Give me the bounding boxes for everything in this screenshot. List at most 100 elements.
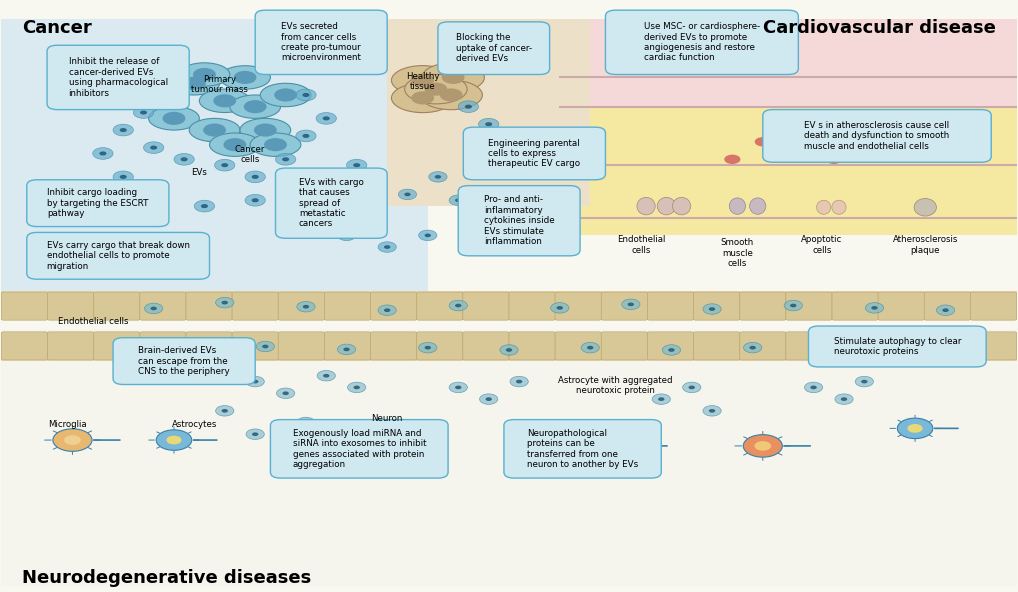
Circle shape	[688, 385, 695, 390]
Circle shape	[193, 68, 216, 81]
FancyBboxPatch shape	[924, 292, 970, 320]
Circle shape	[754, 137, 771, 146]
Ellipse shape	[673, 197, 691, 215]
FancyBboxPatch shape	[416, 332, 463, 360]
Text: Engineering parental
cells to express
therapeutic EV cargo: Engineering parental cells to express th…	[489, 139, 580, 168]
Circle shape	[120, 175, 127, 179]
Circle shape	[551, 303, 569, 313]
Circle shape	[557, 306, 563, 310]
Circle shape	[144, 194, 164, 206]
FancyBboxPatch shape	[278, 292, 325, 320]
Circle shape	[93, 147, 113, 159]
Circle shape	[855, 377, 873, 387]
FancyBboxPatch shape	[786, 332, 832, 360]
Circle shape	[418, 230, 437, 240]
Circle shape	[835, 394, 853, 404]
Circle shape	[246, 377, 265, 387]
Circle shape	[64, 435, 80, 445]
Circle shape	[784, 300, 802, 311]
Circle shape	[318, 371, 335, 381]
Circle shape	[353, 385, 360, 390]
Circle shape	[468, 147, 489, 159]
Circle shape	[826, 155, 842, 164]
Ellipse shape	[189, 118, 240, 141]
Circle shape	[587, 433, 633, 459]
FancyBboxPatch shape	[232, 332, 278, 360]
Circle shape	[743, 435, 783, 457]
FancyBboxPatch shape	[438, 22, 550, 75]
Circle shape	[429, 172, 447, 182]
Circle shape	[790, 304, 796, 307]
FancyBboxPatch shape	[463, 127, 606, 180]
FancyBboxPatch shape	[387, 19, 590, 206]
Circle shape	[302, 421, 309, 424]
Circle shape	[702, 304, 721, 314]
Text: Cancer: Cancer	[21, 19, 92, 37]
Circle shape	[222, 409, 228, 413]
Circle shape	[144, 141, 164, 153]
Circle shape	[749, 346, 755, 349]
FancyBboxPatch shape	[47, 45, 189, 110]
Ellipse shape	[419, 81, 483, 110]
FancyBboxPatch shape	[325, 292, 371, 320]
Circle shape	[658, 397, 665, 401]
FancyBboxPatch shape	[647, 292, 693, 320]
Circle shape	[520, 230, 539, 240]
Circle shape	[343, 233, 350, 237]
FancyBboxPatch shape	[602, 332, 647, 360]
Circle shape	[478, 118, 499, 130]
Circle shape	[479, 394, 498, 404]
Text: Brain-derived EVs
can escape from the
CNS to the periphery: Brain-derived EVs can escape from the CN…	[138, 346, 230, 376]
Circle shape	[201, 204, 208, 208]
Ellipse shape	[637, 197, 656, 215]
Ellipse shape	[421, 63, 485, 92]
FancyBboxPatch shape	[555, 332, 602, 360]
Circle shape	[274, 88, 297, 102]
Circle shape	[785, 149, 801, 158]
Text: Use MSC- or cardiosphere-
derived EVs to promote
angiogenesis and restore
cardia: Use MSC- or cardiosphere- derived EVs to…	[643, 22, 760, 62]
Circle shape	[510, 377, 528, 387]
Circle shape	[224, 138, 246, 152]
Ellipse shape	[749, 198, 766, 214]
Circle shape	[282, 157, 289, 162]
Circle shape	[475, 245, 482, 249]
Circle shape	[663, 345, 681, 355]
Circle shape	[897, 418, 932, 439]
Circle shape	[297, 417, 316, 428]
Text: Stimulate autophagy to clear
neurotoxic proteins: Stimulate autophagy to clear neurotoxic …	[834, 337, 961, 356]
Circle shape	[222, 301, 228, 304]
Text: EVs with cargo
that causes
spread of
metastatic
cancers: EVs with cargo that causes spread of met…	[299, 178, 363, 229]
FancyBboxPatch shape	[1, 291, 1017, 320]
FancyBboxPatch shape	[740, 332, 786, 360]
FancyBboxPatch shape	[808, 326, 986, 367]
Text: Primary
tumour mass: Primary tumour mass	[191, 75, 248, 94]
Circle shape	[622, 299, 640, 310]
Circle shape	[724, 155, 740, 164]
Circle shape	[216, 297, 234, 308]
Circle shape	[100, 152, 107, 156]
Circle shape	[113, 171, 133, 183]
Circle shape	[263, 345, 269, 348]
Circle shape	[384, 308, 390, 312]
Circle shape	[276, 153, 296, 165]
Circle shape	[297, 301, 316, 312]
Text: Smooth
muscle
cells: Smooth muscle cells	[721, 238, 754, 268]
Text: Astrocytes: Astrocytes	[172, 420, 217, 429]
Circle shape	[458, 101, 478, 112]
FancyBboxPatch shape	[186, 292, 232, 320]
Circle shape	[906, 342, 924, 353]
Circle shape	[113, 124, 133, 136]
FancyBboxPatch shape	[1, 329, 1017, 586]
Circle shape	[337, 344, 355, 355]
Circle shape	[411, 74, 434, 87]
Circle shape	[907, 424, 922, 433]
Circle shape	[343, 348, 350, 351]
Circle shape	[251, 175, 259, 179]
FancyBboxPatch shape	[560, 107, 1017, 236]
Circle shape	[743, 342, 761, 353]
Text: Neuropathological
proteins can be
transferred from one
neuron to another by EVs: Neuropathological proteins can be transf…	[527, 429, 638, 469]
Text: EVs carry cargo that break down
endothelial cells to promote
migration: EVs carry cargo that break down endothel…	[47, 241, 189, 271]
Circle shape	[180, 157, 187, 162]
Circle shape	[245, 171, 266, 183]
Circle shape	[251, 198, 259, 202]
